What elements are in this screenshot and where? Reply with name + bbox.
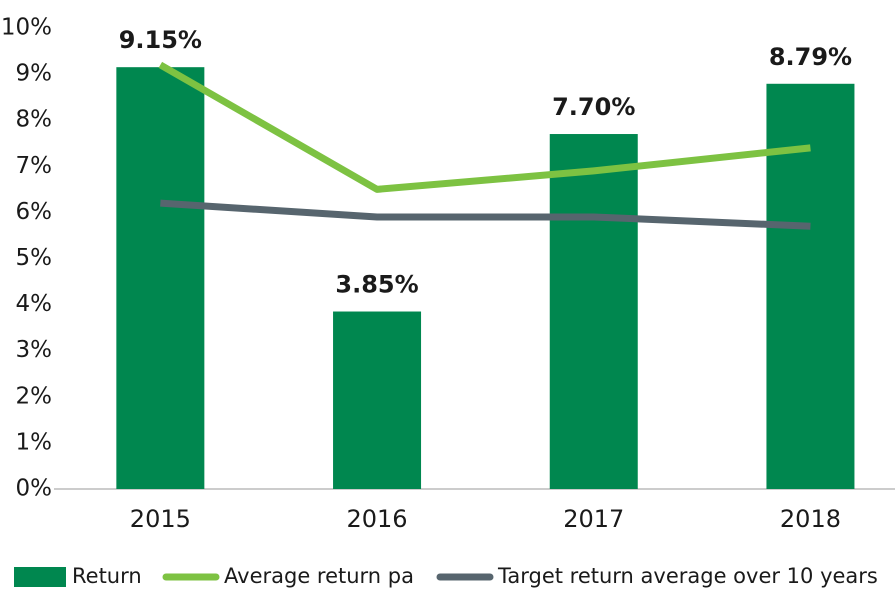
line [158,61,811,193]
bar [333,311,422,489]
y-tick-label: 7% [16,153,53,179]
data-label: 8.79% [769,43,852,71]
y-tick-label: 1% [16,429,53,455]
y-tick-label: 10% [1,15,52,41]
x-tick-label: 2016 [347,505,408,533]
bar [116,67,205,489]
data-label: 9.15% [119,26,202,54]
y-tick-label: 9% [16,61,53,87]
y-tick-label: 0% [16,476,53,502]
y-tick-label: 5% [16,245,53,271]
legend-label: Target return average over 10 years [497,564,878,588]
bar [766,83,855,489]
data-label: 3.85% [335,271,418,299]
x-tick-label: 2015 [130,505,191,533]
x-tick-label: 2017 [563,505,624,533]
y-tick-label: 3% [16,337,53,363]
y-tick-label: 6% [16,199,53,225]
legend-swatch [14,567,66,587]
x-tick-label: 2018 [780,505,841,533]
y-tick-label: 8% [16,107,53,133]
legend-label: Return [72,564,142,588]
y-tick-label: 4% [16,291,53,317]
bar [549,134,638,489]
legend-label: Average return pa [224,564,414,588]
line [160,199,811,230]
y-tick-label: 2% [16,383,53,409]
data-label: 7.70% [552,93,635,121]
